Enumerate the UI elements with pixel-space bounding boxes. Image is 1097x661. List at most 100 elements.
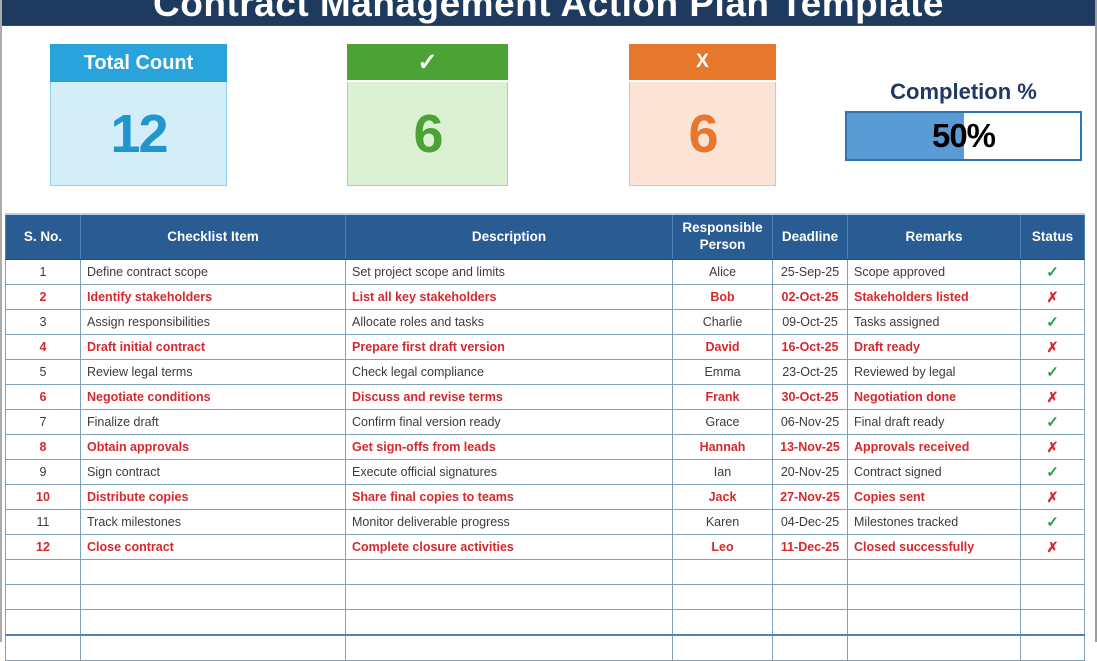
cell-sno[interactable]: [5, 634, 81, 661]
status-check-icon[interactable]: ✓: [1020, 409, 1085, 435]
cell-deadline[interactable]: 25-Sep-25: [772, 259, 848, 285]
cell-sno[interactable]: [5, 584, 81, 610]
cell-sno[interactable]: 11: [5, 509, 81, 535]
cell-description[interactable]: [345, 609, 673, 636]
cell-description[interactable]: [345, 584, 673, 610]
cell-sno[interactable]: 3: [5, 309, 81, 335]
cell-deadline[interactable]: 16-Oct-25: [772, 334, 848, 360]
cell-item[interactable]: Define contract scope: [80, 259, 346, 285]
cell-sno[interactable]: 7: [5, 409, 81, 435]
cell-item[interactable]: Distribute copies: [80, 484, 346, 510]
cell-item[interactable]: Finalize draft: [80, 409, 346, 435]
cell-deadline[interactable]: [772, 609, 848, 636]
status-cross-icon[interactable]: ✗: [1020, 334, 1085, 360]
status-check-icon[interactable]: ✓: [1020, 309, 1085, 335]
cell-remarks[interactable]: [847, 559, 1021, 585]
cell-sno[interactable]: 2: [5, 284, 81, 310]
cell-description[interactable]: [345, 634, 673, 661]
cell-remarks[interactable]: [847, 584, 1021, 610]
cell-description[interactable]: Execute official signatures: [345, 459, 673, 485]
cell-remarks[interactable]: Scope approved: [847, 259, 1021, 285]
cell-item[interactable]: Obtain approvals: [80, 434, 346, 460]
cell-description[interactable]: Confirm final version ready: [345, 409, 673, 435]
cell-status[interactable]: [1020, 609, 1085, 636]
cell-deadline[interactable]: [772, 584, 848, 610]
cell-item[interactable]: Sign contract: [80, 459, 346, 485]
cell-item[interactable]: Review legal terms: [80, 359, 346, 385]
cell-sno[interactable]: 9: [5, 459, 81, 485]
cell-person[interactable]: Leo: [672, 534, 773, 560]
cell-deadline[interactable]: 02-Oct-25: [772, 284, 848, 310]
cell-item[interactable]: [80, 634, 346, 661]
cell-remarks[interactable]: Final draft ready: [847, 409, 1021, 435]
cell-sno[interactable]: 1: [5, 259, 81, 285]
cell-description[interactable]: Allocate roles and tasks: [345, 309, 673, 335]
cell-item[interactable]: [80, 559, 346, 585]
cell-sno[interactable]: 8: [5, 434, 81, 460]
cell-deadline[interactable]: [772, 559, 848, 585]
status-cross-icon[interactable]: ✗: [1020, 484, 1085, 510]
cell-sno[interactable]: 4: [5, 334, 81, 360]
cell-remarks[interactable]: Negotiation done: [847, 384, 1021, 410]
cell-person[interactable]: Alice: [672, 259, 773, 285]
cell-description[interactable]: Discuss and revise terms: [345, 384, 673, 410]
cell-person[interactable]: Grace: [672, 409, 773, 435]
cell-description[interactable]: List all key stakeholders: [345, 284, 673, 310]
cell-sno[interactable]: 6: [5, 384, 81, 410]
cell-person[interactable]: Karen: [672, 509, 773, 535]
status-cross-icon[interactable]: ✗: [1020, 384, 1085, 410]
cell-remarks[interactable]: Closed successfully: [847, 534, 1021, 560]
cell-remarks[interactable]: [847, 634, 1021, 661]
cell-item[interactable]: Draft initial contract: [80, 334, 346, 360]
cell-status[interactable]: [1020, 584, 1085, 610]
cell-person[interactable]: Charlie: [672, 309, 773, 335]
cell-description[interactable]: Get sign-offs from leads: [345, 434, 673, 460]
status-cross-icon[interactable]: ✗: [1020, 434, 1085, 460]
cell-remarks[interactable]: Contract signed: [847, 459, 1021, 485]
cell-sno[interactable]: 12: [5, 534, 81, 560]
cell-item[interactable]: Assign responsibilities: [80, 309, 346, 335]
cell-person[interactable]: Jack: [672, 484, 773, 510]
status-cross-icon[interactable]: ✗: [1020, 534, 1085, 560]
cell-remarks[interactable]: Reviewed by legal: [847, 359, 1021, 385]
cell-description[interactable]: Prepare first draft version: [345, 334, 673, 360]
cell-remarks[interactable]: Copies sent: [847, 484, 1021, 510]
cell-item[interactable]: Close contract: [80, 534, 346, 560]
cell-item[interactable]: Negotiate conditions: [80, 384, 346, 410]
cell-status[interactable]: [1020, 559, 1085, 585]
cell-description[interactable]: [345, 559, 673, 585]
cell-person[interactable]: Emma: [672, 359, 773, 385]
status-check-icon[interactable]: ✓: [1020, 509, 1085, 535]
cell-deadline[interactable]: [772, 634, 848, 661]
cell-person[interactable]: Frank: [672, 384, 773, 410]
cell-description[interactable]: Set project scope and limits: [345, 259, 673, 285]
cell-description[interactable]: Check legal compliance: [345, 359, 673, 385]
cell-sno[interactable]: 5: [5, 359, 81, 385]
cell-person[interactable]: Hannah: [672, 434, 773, 460]
status-check-icon[interactable]: ✓: [1020, 259, 1085, 285]
cell-deadline[interactable]: 30-Oct-25: [772, 384, 848, 410]
cell-sno[interactable]: [5, 559, 81, 585]
cell-remarks[interactable]: Tasks assigned: [847, 309, 1021, 335]
cell-person[interactable]: David: [672, 334, 773, 360]
cell-deadline[interactable]: 23-Oct-25: [772, 359, 848, 385]
status-check-icon[interactable]: ✓: [1020, 459, 1085, 485]
cell-sno[interactable]: 10: [5, 484, 81, 510]
cell-person[interactable]: [672, 584, 773, 610]
cell-remarks[interactable]: Draft ready: [847, 334, 1021, 360]
cell-person[interactable]: [672, 559, 773, 585]
cell-description[interactable]: Share final copies to teams: [345, 484, 673, 510]
cell-item[interactable]: [80, 609, 346, 636]
status-cross-icon[interactable]: ✗: [1020, 284, 1085, 310]
cell-item[interactable]: [80, 584, 346, 610]
cell-description[interactable]: Monitor deliverable progress: [345, 509, 673, 535]
cell-deadline[interactable]: 09-Oct-25: [772, 309, 848, 335]
cell-remarks[interactable]: [847, 609, 1021, 636]
cell-deadline[interactable]: 27-Nov-25: [772, 484, 848, 510]
cell-status[interactable]: [1020, 634, 1085, 661]
cell-remarks[interactable]: Milestones tracked: [847, 509, 1021, 535]
cell-deadline[interactable]: 11-Dec-25: [772, 534, 848, 560]
cell-deadline[interactable]: 20-Nov-25: [772, 459, 848, 485]
status-check-icon[interactable]: ✓: [1020, 359, 1085, 385]
cell-sno[interactable]: [5, 609, 81, 636]
